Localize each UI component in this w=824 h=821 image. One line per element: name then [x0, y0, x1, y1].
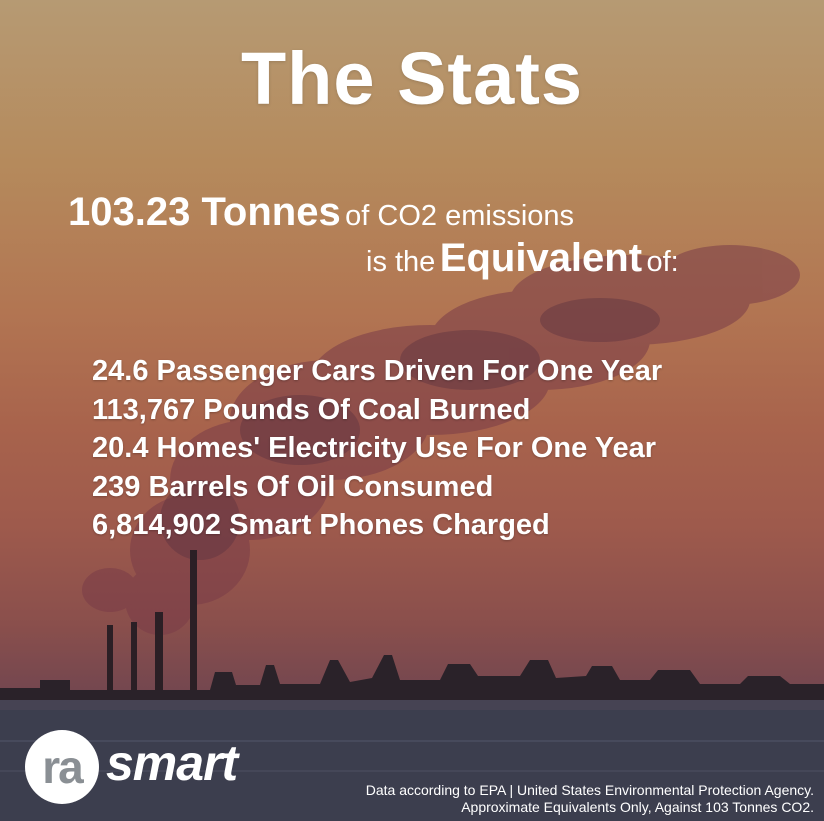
poster-title: The Stats [240, 37, 584, 120]
list-item: 24.6 Passenger Cars Driven For One Year [92, 355, 663, 387]
chimneys [107, 550, 197, 695]
logo-ra-circle: ra [25, 730, 99, 804]
list-item: 239 Barrels Of Oil Consumed [92, 470, 494, 503]
headline-line-1: 103.23 Tonnes of CO2 emissions [68, 190, 574, 235]
data-source-credit: Data according to EPA | United States En… [366, 782, 814, 816]
list-item: 113,767 Pounds Of Coal Burned [92, 393, 531, 426]
equivalent-suffix: of: [646, 246, 679, 278]
credit-line-2: Approximate Equivalents Only, Against 10… [461, 799, 814, 815]
logo-wordmark: smart [106, 735, 238, 791]
credit-line-1: Data according to EPA | United States En… [365, 782, 814, 798]
co2-amount-suffix: of CO2 emissions [345, 200, 575, 232]
co2-amount: 103.23 Tonnes [68, 190, 341, 234]
list-item: 20.4 Homes' Electricity Use For One Year [92, 432, 657, 464]
headline-line-2: is the Equivalent of: [366, 236, 679, 281]
industrial-skyline [0, 655, 824, 700]
smoke-plume [82, 245, 800, 635]
equivalent-emphasis: Equivalent [439, 236, 643, 280]
equivalents-list: 24.6 Passenger Cars Driven For One Year … [92, 352, 662, 545]
water [0, 700, 824, 821]
list-item: 6,814,902 Smart Phones Charged [92, 509, 550, 541]
smoke-plume-dark [160, 298, 660, 560]
equivalent-prefix: is the [366, 246, 436, 278]
